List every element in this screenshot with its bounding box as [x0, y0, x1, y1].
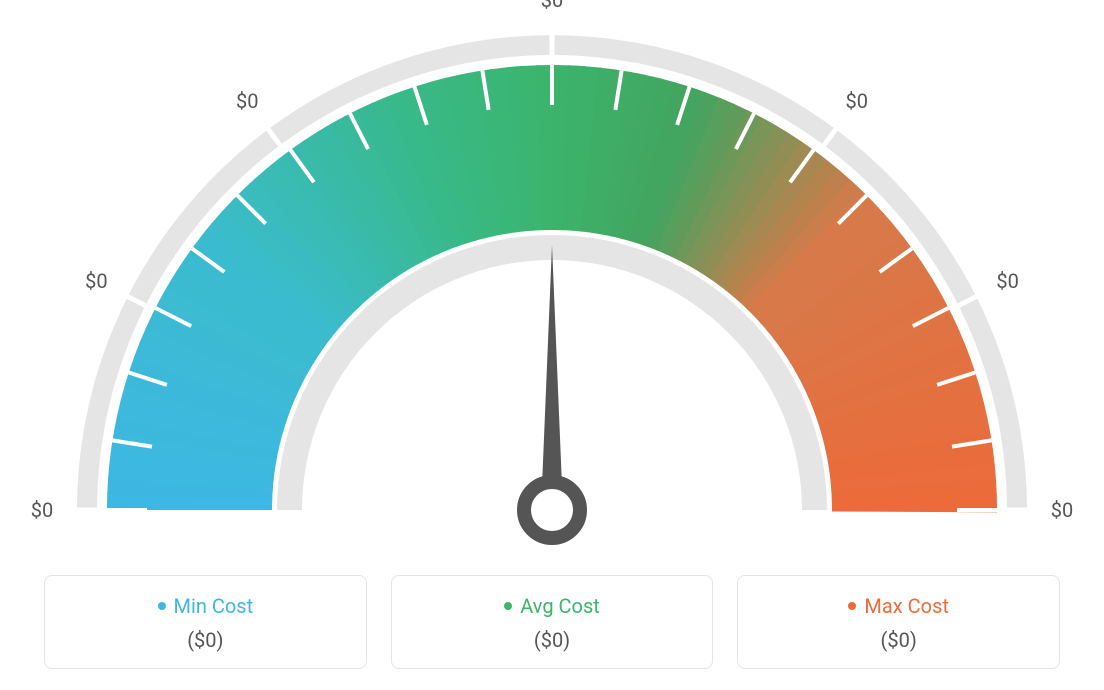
legend-header: Min Cost — [65, 594, 346, 618]
legend-label: Max Cost — [864, 594, 949, 618]
legend-header: Max Cost — [758, 594, 1039, 618]
gauge-tick-label: $0 — [846, 89, 868, 113]
legend-card: Max Cost ($0) — [737, 575, 1060, 669]
legend-label: Avg Cost — [520, 594, 600, 618]
gauge-tick-label: $0 — [31, 498, 53, 522]
legend-dot-icon — [158, 602, 166, 610]
legend-card: Min Cost ($0) — [44, 575, 367, 669]
legend-header: Avg Cost — [412, 594, 693, 618]
gauge-tick-label: $0 — [541, 0, 563, 12]
legend-value: ($0) — [65, 628, 346, 652]
legend-dot-icon — [504, 602, 512, 610]
legend-value: ($0) — [412, 628, 693, 652]
gauge-tick-label: $0 — [236, 89, 258, 113]
legend-label: Min Cost — [174, 594, 254, 618]
gauge-tick-label: $0 — [85, 269, 107, 293]
legend-value: ($0) — [758, 628, 1039, 652]
gauge-tick-label: $0 — [996, 269, 1018, 293]
gauge-tick-label: $0 — [1051, 498, 1073, 522]
legend-row: Min Cost ($0) Avg Cost ($0) Max Cost ($0) — [0, 575, 1104, 669]
gauge-svg — [0, 0, 1104, 560]
legend-card: Avg Cost ($0) — [391, 575, 714, 669]
gauge-chart: $0 $0 $0 $0 $0 $0 $0 — [0, 0, 1104, 555]
legend-dot-icon — [848, 602, 856, 610]
